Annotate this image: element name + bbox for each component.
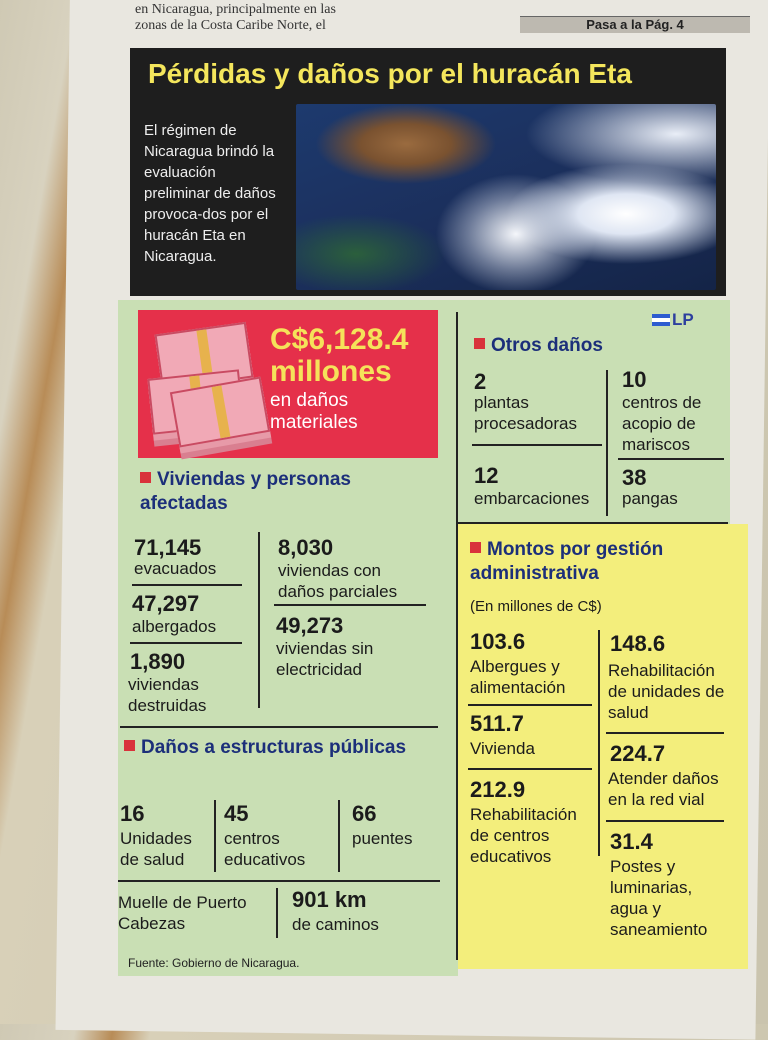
pangas-value: 38 [622, 465, 647, 490]
plantas-value: 2 [474, 369, 487, 394]
amount-value: C$6,128.4 [270, 323, 409, 356]
destruidas-value: 1,890 [130, 649, 186, 674]
divider [132, 584, 242, 586]
montos-title-text: Montos por gestión administrativa [470, 539, 664, 584]
destruidas-label: viviendas destruidas [128, 675, 207, 715]
viviendas-title: Viviendas y personas afectadas [140, 468, 440, 516]
divider-vertical [456, 312, 458, 960]
source-note: Fuente: Gobierno de Nicaragua. [128, 956, 300, 970]
divider-vertical [276, 888, 278, 938]
albergues-label: Albergues y alimentación [470, 657, 566, 697]
bullet-square-icon [140, 472, 151, 483]
otros-title-text: Otros daños [491, 335, 603, 356]
previous-article-text: en Nicaragua, principalmente en las zona… [135, 2, 435, 34]
flag-icon [652, 314, 670, 326]
divider [274, 604, 426, 606]
unidades-salud-value: 16 [120, 801, 145, 826]
estructuras-title-text: Daños a estructuras públicas [141, 737, 407, 758]
total-amount: C$6,128.4 millones [270, 324, 408, 388]
embarcaciones-value: 12 [474, 463, 499, 488]
article-line: zonas de la Costa Caribe Norte, el [135, 18, 326, 33]
article-line: en Nicaragua, principalmente en las [135, 2, 336, 17]
puentes-label: puentes [352, 829, 413, 848]
satellite-image [296, 104, 716, 290]
postes-label: Postes y luminarias, agua y saneamiento [610, 857, 708, 939]
montos-subtitle: (En millones de C$) [470, 598, 602, 615]
centros-rehab-label: Rehabilitación de centros educativos [470, 805, 577, 866]
yellow-panel [458, 524, 748, 969]
total-description: en daños materiales [270, 390, 358, 433]
divider [606, 732, 724, 734]
infographic-header: Pérdidas y daños por el huracán Eta El r… [130, 48, 726, 296]
amount-unit: millones [270, 355, 392, 388]
albergados-label: albergados [132, 617, 217, 636]
unidades-rehab-value: 148.6 [610, 631, 666, 656]
divider [118, 880, 440, 882]
divider [458, 522, 728, 524]
bullet-square-icon [470, 542, 481, 553]
intro-text: El régimen de Nicaragua brindó la evalua… [144, 122, 276, 265]
albergues-value: 103.6 [470, 629, 526, 654]
sin-electricidad-value: 49,273 [276, 613, 344, 638]
divider-vertical [598, 630, 600, 856]
plantas-label: plantas procesadoras [474, 393, 578, 433]
danos-parciales-label: viviendas con daños parciales [278, 561, 398, 601]
red-vial-label: Atender daños en la red vial [608, 769, 719, 809]
postes-value: 31.4 [610, 829, 653, 854]
centros-acopio-label: centros de acopio de mariscos [622, 393, 702, 454]
centros-educativos-label: centros educativos [224, 829, 306, 869]
divider [130, 642, 242, 644]
divider-vertical [338, 800, 340, 872]
continued-on-page: Pasa a la Pág. 4 [520, 16, 750, 33]
centros-educativos-value: 45 [224, 801, 249, 826]
divider [468, 704, 592, 706]
centros-rehab-value: 212.9 [470, 777, 526, 802]
embarcaciones-label: embarcaciones [474, 489, 590, 508]
caminos-value: 901 km [292, 887, 367, 912]
montos-title: Montos por gestión administrativa [470, 538, 720, 586]
otros-title: Otros daños [474, 334, 603, 358]
centros-acopio-value: 10 [622, 367, 647, 392]
unidades-salud-label: Unidades de salud [120, 829, 192, 869]
bullet-square-icon [474, 338, 485, 349]
caminos-label: de caminos [292, 915, 379, 934]
divider [472, 444, 602, 446]
vivienda-value: 511.7 [470, 711, 524, 736]
evacuados-value: 71,145 [134, 535, 202, 560]
divider [468, 768, 592, 770]
previous-article-strip: en Nicaragua, principalmente en las zona… [120, 0, 750, 40]
viviendas-title-text: Viviendas y personas afectadas [140, 469, 351, 514]
estructuras-title: Daños a estructuras públicas [124, 736, 424, 760]
pangas-label: pangas [622, 489, 678, 508]
vivienda-label: Vivienda [470, 739, 535, 758]
divider-vertical [258, 532, 260, 708]
money-stack-icon [147, 321, 271, 448]
logo-text: LP [672, 310, 694, 329]
divider [618, 458, 724, 460]
divider [120, 726, 438, 728]
sin-electricidad-label: viviendas sin electricidad [276, 639, 374, 679]
bullet-square-icon [124, 740, 135, 751]
divider-vertical [214, 800, 216, 872]
green-panel-right [458, 300, 730, 524]
muelle-label: Muelle de Puerto Cabezas [118, 893, 247, 933]
albergados-value: 47,297 [132, 591, 200, 616]
divider [606, 820, 724, 822]
infographic-title: Pérdidas y daños por el huracán Eta [148, 58, 632, 89]
divider-vertical [606, 370, 608, 516]
puentes-value: 66 [352, 801, 377, 826]
unidades-rehab-label: Rehabilitación de unidades de salud [608, 661, 725, 722]
lp-logo: LP [652, 310, 694, 330]
evacuados-label: evacuados [134, 559, 217, 578]
danos-parciales-value: 8,030 [278, 535, 334, 560]
red-vial-value: 224.7 [610, 741, 666, 766]
total-damage-box: C$6,128.4 millones en daños materiales [138, 310, 438, 458]
